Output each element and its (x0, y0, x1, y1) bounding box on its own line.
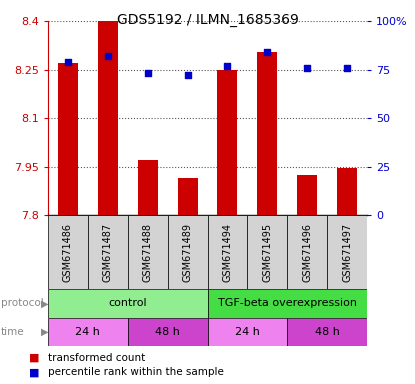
Text: GSM671494: GSM671494 (222, 223, 232, 281)
Text: 24 h: 24 h (235, 327, 260, 337)
Text: ▶: ▶ (41, 327, 49, 337)
Text: GSM671496: GSM671496 (303, 223, 312, 281)
Bar (298, 175, 317, 215)
Text: 48 h: 48 h (315, 327, 340, 337)
Point (264, 49, 271, 55)
Point (104, 53, 111, 59)
Text: TGF-beta overexpression: TGF-beta overexpression (218, 298, 357, 308)
Point (184, 72, 191, 78)
Text: transformed count: transformed count (48, 353, 145, 363)
Point (144, 70, 151, 76)
Bar (217, 70, 237, 215)
Text: protocol: protocol (1, 298, 44, 308)
Bar (168, 215, 208, 289)
Text: percentile rank within the sample: percentile rank within the sample (48, 367, 224, 377)
Text: ■: ■ (29, 353, 39, 363)
Point (304, 65, 311, 71)
Text: GSM671488: GSM671488 (143, 223, 153, 281)
Bar (48, 318, 128, 346)
Bar (257, 52, 277, 215)
Text: GSM671487: GSM671487 (103, 223, 112, 281)
Text: control: control (108, 298, 147, 308)
Bar (287, 215, 327, 289)
Text: GSM671489: GSM671489 (183, 223, 193, 281)
Text: GSM671495: GSM671495 (262, 223, 272, 281)
Text: ■: ■ (29, 367, 39, 377)
Bar (48, 215, 88, 289)
Text: time: time (1, 327, 24, 337)
Bar (247, 215, 287, 289)
Bar (88, 215, 128, 289)
Text: 48 h: 48 h (155, 327, 180, 337)
Text: ▶: ▶ (41, 298, 49, 308)
Bar (337, 168, 357, 215)
Point (64, 59, 71, 65)
Bar (138, 160, 158, 215)
Bar (98, 21, 117, 215)
Text: GDS5192 / ILMN_1685369: GDS5192 / ILMN_1685369 (117, 13, 298, 27)
Bar (208, 289, 367, 318)
Bar (128, 318, 208, 346)
Text: 24 h: 24 h (75, 327, 100, 337)
Bar (208, 215, 247, 289)
Bar (58, 63, 78, 215)
Bar (178, 178, 198, 215)
Text: GSM671486: GSM671486 (63, 223, 73, 281)
Bar (208, 318, 287, 346)
Point (224, 63, 231, 69)
Bar (48, 289, 208, 318)
Point (344, 65, 351, 71)
Bar (287, 318, 367, 346)
Bar (128, 215, 168, 289)
Text: GSM671497: GSM671497 (342, 223, 352, 281)
Bar (327, 215, 367, 289)
